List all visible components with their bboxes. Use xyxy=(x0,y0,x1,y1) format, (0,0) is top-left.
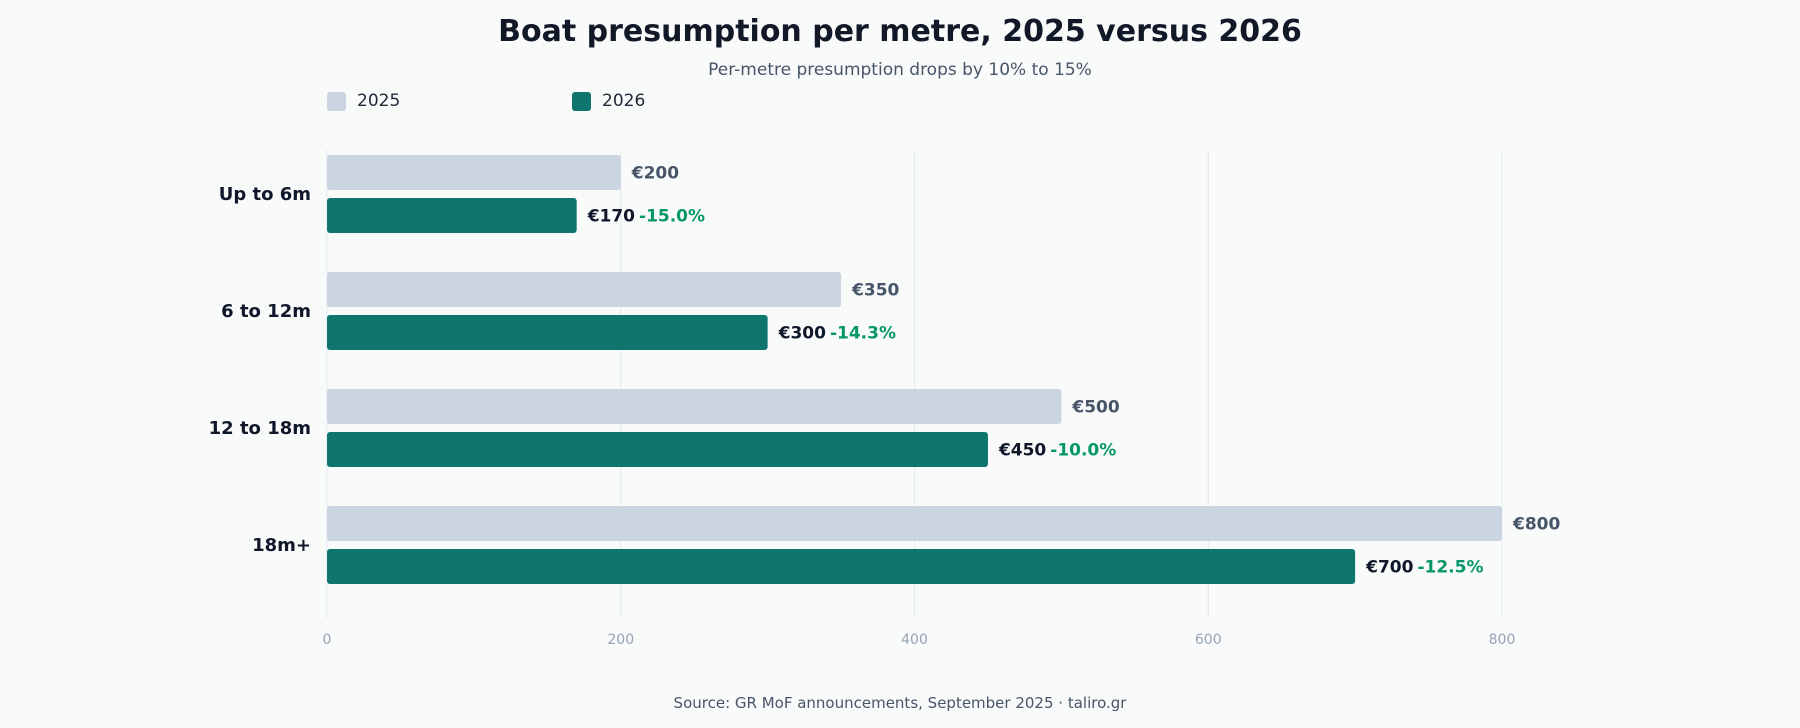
legend-item-2025: 2025 xyxy=(327,91,400,111)
value-label-2025: €800 xyxy=(1512,515,1560,535)
value-label-2026: €300 xyxy=(778,324,826,344)
x-tick-label-0: 0 xyxy=(323,632,332,648)
value-label-2026: €700 xyxy=(1365,558,1413,578)
x-tick-label-200: 200 xyxy=(607,632,634,648)
value-label-2025: €500 xyxy=(1071,398,1119,418)
value-label-2025: €200 xyxy=(631,164,679,184)
value-label-2026: €450 xyxy=(998,441,1046,461)
legend-swatch-2026 xyxy=(572,91,591,111)
bar-2025 xyxy=(327,155,621,190)
bar-2025 xyxy=(327,506,1502,541)
chart-title: Boat presumption per metre, 2025 versus … xyxy=(498,14,1302,49)
change-label-2026: -14.3% xyxy=(830,324,896,344)
bar-2025 xyxy=(327,272,842,307)
category-label: 12 to 18m xyxy=(209,418,311,439)
bar-2026 xyxy=(327,432,988,467)
bar-2026 xyxy=(327,315,768,350)
legend-label-2025: 2025 xyxy=(357,91,401,111)
bar-2026 xyxy=(327,198,577,233)
x-tick-label-600: 600 xyxy=(1195,632,1222,648)
legend-label-2026: 2026 xyxy=(602,91,646,111)
x-tick-label-800: 800 xyxy=(1489,632,1516,648)
category-label: 6 to 12m xyxy=(221,301,311,322)
bar-2025 xyxy=(327,389,1062,424)
category-label: 18m+ xyxy=(252,535,311,556)
legend-swatch-2025 xyxy=(327,91,346,111)
bar-2026 xyxy=(327,549,1356,584)
x-tick-label-400: 400 xyxy=(901,632,928,648)
value-label-2026: €170 xyxy=(587,207,635,227)
change-label-2026: -15.0% xyxy=(639,207,705,227)
chart-subtitle: Per-metre presumption drops by 10% to 15… xyxy=(708,60,1092,80)
value-label-2025: €350 xyxy=(851,281,899,301)
legend-item-2026: 2026 xyxy=(572,91,645,111)
change-label-2026: -10.0% xyxy=(1050,441,1116,461)
chart-source: Source: GR MoF announcements, September … xyxy=(673,694,1127,712)
category-label: Up to 6m xyxy=(219,184,311,205)
change-label-2026: -12.5% xyxy=(1417,558,1483,578)
